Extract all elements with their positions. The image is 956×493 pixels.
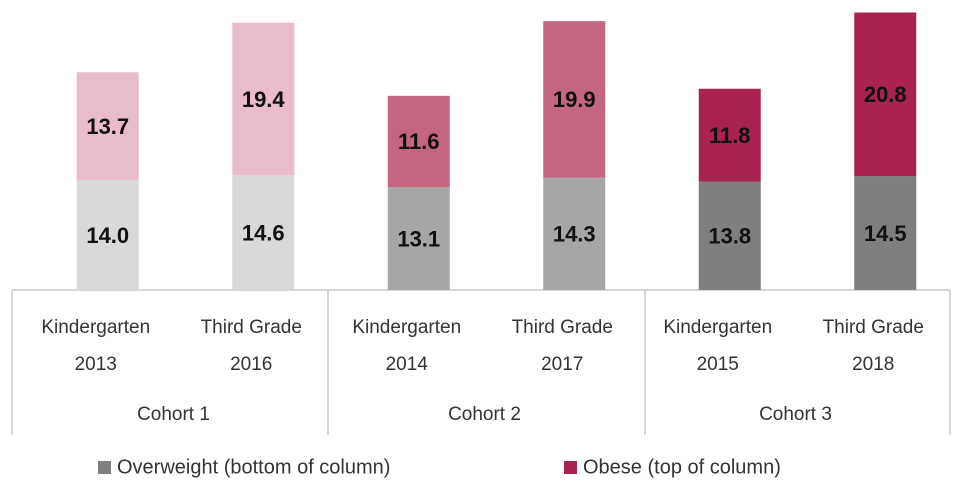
x-tick-label: 2013: [75, 354, 117, 375]
bar-segment: [76, 179, 139, 290]
x-tick-label: 2015: [697, 354, 739, 375]
group-label: Cohort 3: [759, 404, 832, 425]
data-label: 13.7: [86, 114, 129, 139]
bar-segment: [543, 177, 606, 290]
legend-label: Obese (top of column): [583, 456, 781, 478]
x-tick-label: 2017: [541, 354, 583, 375]
data-label: 13.1: [397, 226, 440, 251]
data-label: 14.5: [864, 221, 907, 246]
data-label: 14.3: [553, 222, 596, 247]
bar-segment: [854, 176, 917, 290]
x-tick-label: Kindergarten: [41, 317, 150, 338]
x-tick-label: Third Grade: [201, 317, 302, 338]
data-label: 14.6: [242, 220, 285, 245]
legend-swatch: [98, 461, 111, 474]
group-label: Cohort 2: [448, 404, 521, 425]
data-label: 20.8: [864, 82, 907, 107]
data-label: 11.8: [709, 123, 751, 148]
x-tick-label: Third Grade: [512, 317, 613, 338]
bar-segment: [698, 88, 761, 182]
data-label: 19.9: [553, 87, 596, 112]
data-label: 19.4: [242, 87, 286, 112]
bar-segment: [232, 22, 295, 176]
bar-segment: [854, 12, 917, 177]
data-label: 11.6: [398, 129, 440, 154]
data-label: 14.0: [86, 223, 129, 248]
bar-segment: [543, 21, 606, 178]
data-label: 13.8: [708, 224, 751, 249]
bar-segment: [698, 181, 761, 290]
x-tick-label: Third Grade: [823, 317, 924, 338]
bar-segment: [387, 187, 450, 290]
legend-swatch: [564, 461, 577, 474]
bar-segment: [232, 175, 295, 290]
x-tick-label: Kindergarten: [352, 317, 461, 338]
x-tick-label: 2018: [852, 354, 894, 375]
legend-label: Overweight (bottom of column): [117, 456, 390, 478]
bar-segment: [387, 95, 450, 188]
bar-segment: [76, 72, 139, 180]
x-tick-label: 2016: [230, 354, 272, 375]
x-tick-label: 2014: [386, 354, 429, 375]
group-label: Cohort 1: [137, 404, 210, 425]
x-tick-label: Kindergarten: [663, 317, 772, 338]
